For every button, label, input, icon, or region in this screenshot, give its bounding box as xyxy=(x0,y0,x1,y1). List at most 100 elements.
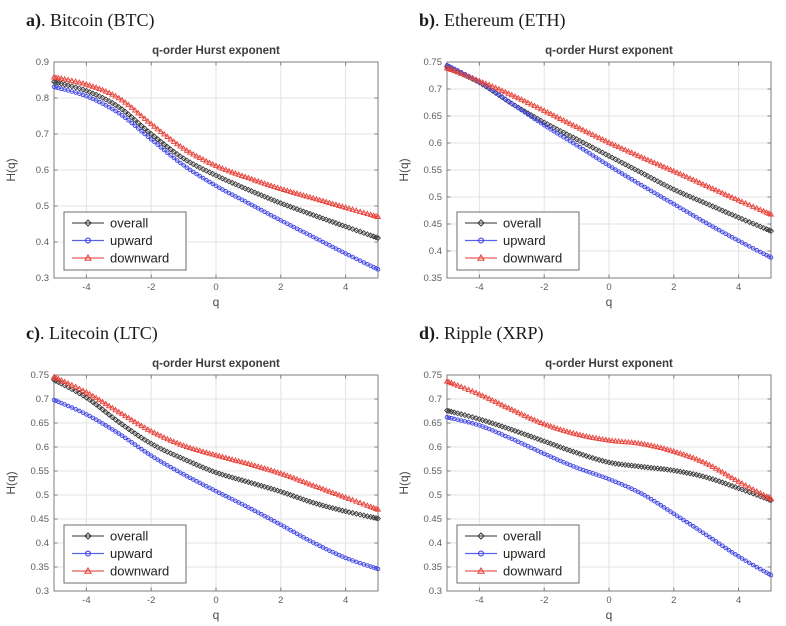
panel-label-d: d). Ripple (XRP) xyxy=(393,313,786,353)
svg-text:overall: overall xyxy=(503,529,541,544)
svg-text:downward: downward xyxy=(110,251,169,266)
svg-text:-4: -4 xyxy=(82,282,90,293)
svg-text:-4: -4 xyxy=(82,595,90,606)
svg-text:H(q): H(q) xyxy=(4,471,18,494)
svg-text:0.3: 0.3 xyxy=(429,586,442,597)
svg-text:upward: upward xyxy=(110,546,153,561)
svg-text:0.4: 0.4 xyxy=(36,237,49,248)
svg-text:2: 2 xyxy=(671,595,676,606)
svg-text:4: 4 xyxy=(736,595,741,606)
panel-ripple: d). Ripple (XRP) -4 -2 0 2 4 0.3 0.35 0.4 0.45 0.… xyxy=(393,313,786,626)
svg-text:0.5: 0.5 xyxy=(429,490,442,501)
panel-title-a: . Bitcoin (BTC) xyxy=(41,10,155,30)
svg-text:downward: downward xyxy=(110,564,169,579)
svg-text:downward: downward xyxy=(503,251,562,266)
svg-text:0.4: 0.4 xyxy=(429,538,442,549)
svg-text:2: 2 xyxy=(278,595,283,606)
svg-text:4: 4 xyxy=(343,595,348,606)
svg-text:2: 2 xyxy=(278,282,283,293)
svg-text:2: 2 xyxy=(671,282,676,293)
svg-text:0.3: 0.3 xyxy=(36,586,49,597)
svg-text:0.6: 0.6 xyxy=(36,442,49,453)
panel-letter-a: a) xyxy=(26,10,41,30)
svg-text:-2: -2 xyxy=(147,595,155,606)
svg-text:upward: upward xyxy=(110,233,153,248)
svg-text:downward: downward xyxy=(503,564,562,579)
svg-text:upward: upward xyxy=(503,546,546,561)
svg-text:0.8: 0.8 xyxy=(36,93,49,104)
svg-text:0.4: 0.4 xyxy=(36,538,49,549)
svg-text:overall: overall xyxy=(503,216,541,231)
svg-text:q: q xyxy=(213,295,220,309)
plot-ripple-hurst: -4 -2 0 2 4 0.3 0.35 0.4 0.45 0.5 0.55 0.6 0.65 0.7 0.… xyxy=(397,358,775,622)
svg-text:0.7: 0.7 xyxy=(429,84,442,95)
svg-text:-4: -4 xyxy=(475,282,483,293)
svg-text:q-order Hurst exponent: q-order Hurst exponent xyxy=(545,358,673,370)
panel-title-d: . Ripple (XRP) xyxy=(435,323,544,343)
panel-letter-b: b) xyxy=(419,10,436,30)
svg-text:-4: -4 xyxy=(475,595,483,606)
svg-text:0.5: 0.5 xyxy=(36,490,49,501)
svg-text:q: q xyxy=(606,295,613,309)
panel-label-b: b). Ethereum (ETH) xyxy=(393,0,786,40)
svg-text:-2: -2 xyxy=(540,282,548,293)
svg-text:H(q): H(q) xyxy=(397,471,411,494)
svg-text:0.5: 0.5 xyxy=(429,192,442,203)
svg-text:q-order Hurst exponent: q-order Hurst exponent xyxy=(152,45,280,57)
svg-text:-2: -2 xyxy=(540,595,548,606)
svg-text:0.55: 0.55 xyxy=(424,165,443,176)
svg-text:0.4: 0.4 xyxy=(429,246,442,257)
svg-text:upward: upward xyxy=(503,233,546,248)
svg-text:H(q): H(q) xyxy=(4,158,18,181)
svg-text:0.75: 0.75 xyxy=(31,370,50,381)
panel-letter-c: c) xyxy=(26,323,40,343)
panel-litecoin: c). Litecoin (LTC) -4 -2 0 2 4 0.3 0.35 0.4 0.45… xyxy=(0,313,393,626)
svg-text:0.45: 0.45 xyxy=(31,514,50,525)
panel-letter-d: d) xyxy=(419,323,436,343)
svg-text:0.75: 0.75 xyxy=(424,370,443,381)
panel-title-c: . Litecoin (LTC) xyxy=(39,323,158,343)
svg-text:0.6: 0.6 xyxy=(36,165,49,176)
panel-label-c: c). Litecoin (LTC) xyxy=(0,313,393,353)
svg-text:q: q xyxy=(213,608,220,622)
svg-text:0.7: 0.7 xyxy=(36,129,49,140)
svg-text:0.65: 0.65 xyxy=(424,111,443,122)
svg-text:0.65: 0.65 xyxy=(424,418,443,429)
svg-text:q-order Hurst exponent: q-order Hurst exponent xyxy=(545,45,673,57)
svg-text:H(q): H(q) xyxy=(397,158,411,181)
svg-text:0.55: 0.55 xyxy=(31,466,50,477)
svg-text:0.75: 0.75 xyxy=(424,57,443,68)
svg-text:0.45: 0.45 xyxy=(424,514,443,525)
plot-ethereum-hurst: -4 -2 0 2 4 0.35 0.4 0.45 0.5 0.55 0.6 0.65 0.7 0.75 q… xyxy=(397,45,775,309)
svg-text:q-order Hurst exponent: q-order Hurst exponent xyxy=(152,358,280,370)
svg-text:0.35: 0.35 xyxy=(424,273,443,284)
svg-text:0.45: 0.45 xyxy=(424,219,443,230)
svg-text:0.5: 0.5 xyxy=(36,201,49,212)
panel-ethereum: b). Ethereum (ETH) -4 -2 0 2 4 0.35 0.4 0.45 0.5… xyxy=(393,0,786,313)
svg-text:0: 0 xyxy=(606,282,611,293)
plot-bitcoin-hurst: -4 -2 0 2 4 0.3 0.4 0.5 0.6 0.7 0.8 0.9 q-order Hurs… xyxy=(4,45,382,309)
svg-text:0: 0 xyxy=(213,282,218,293)
svg-text:overall: overall xyxy=(110,529,148,544)
svg-text:0.7: 0.7 xyxy=(36,394,49,405)
svg-text:0.55: 0.55 xyxy=(424,466,443,477)
plot-litecoin-hurst: -4 -2 0 2 4 0.3 0.35 0.4 0.45 0.5 0.55 0.6 0.65 0.7 0.… xyxy=(4,358,382,622)
svg-text:0.35: 0.35 xyxy=(424,562,443,573)
svg-text:4: 4 xyxy=(736,282,741,293)
svg-text:0.6: 0.6 xyxy=(429,442,442,453)
svg-text:0.3: 0.3 xyxy=(36,273,49,284)
svg-text:0.65: 0.65 xyxy=(31,418,50,429)
svg-text:q: q xyxy=(606,608,613,622)
svg-text:overall: overall xyxy=(110,216,148,231)
panel-title-b: . Ethereum (ETH) xyxy=(435,10,566,30)
svg-text:0.9: 0.9 xyxy=(36,57,49,68)
svg-text:0.35: 0.35 xyxy=(31,562,50,573)
panel-label-a: a). Bitcoin (BTC) xyxy=(0,0,393,40)
svg-text:0: 0 xyxy=(606,595,611,606)
svg-text:0.6: 0.6 xyxy=(429,138,442,149)
svg-text:0.7: 0.7 xyxy=(429,394,442,405)
svg-text:0: 0 xyxy=(213,595,218,606)
svg-text:4: 4 xyxy=(343,282,348,293)
panel-bitcoin: a). Bitcoin (BTC) -4 -2 0 2 4 0.3 0.4 0.5 0.6 0.7… xyxy=(0,0,393,313)
